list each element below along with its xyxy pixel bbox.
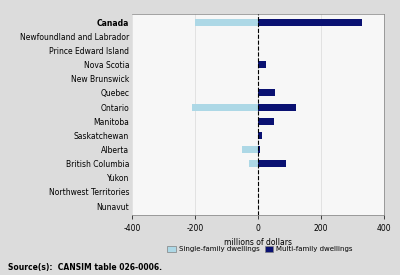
Bar bbox=[258, 103, 296, 111]
Legend: Single-family dwellings, Multi-family dwellings: Single-family dwellings, Multi-family dw… bbox=[165, 243, 355, 255]
Bar bbox=[195, 19, 258, 26]
Bar bbox=[248, 160, 258, 167]
Bar bbox=[258, 118, 260, 125]
Bar bbox=[258, 118, 274, 125]
Bar bbox=[258, 89, 260, 97]
Bar bbox=[258, 19, 362, 26]
Bar bbox=[258, 89, 275, 97]
Bar bbox=[258, 61, 266, 68]
Bar bbox=[242, 146, 258, 153]
Bar bbox=[258, 132, 262, 139]
Bar bbox=[258, 160, 286, 167]
Text: Source(s):  CANSIM table 026-0006.: Source(s): CANSIM table 026-0006. bbox=[8, 263, 162, 272]
Bar bbox=[192, 103, 258, 111]
Bar bbox=[258, 146, 260, 153]
X-axis label: millions of dollars: millions of dollars bbox=[224, 238, 292, 247]
